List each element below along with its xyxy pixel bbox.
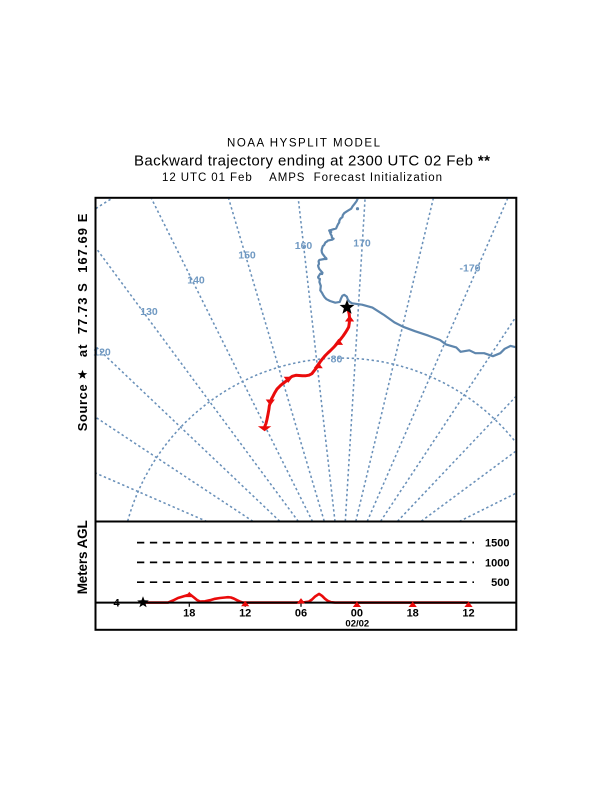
svg-text:Source: Source <box>75 384 90 431</box>
svg-text:NOAA HYSPLIT MODEL: NOAA HYSPLIT MODEL <box>227 138 381 150</box>
svg-text:160: 160 <box>295 240 313 252</box>
svg-text:150: 150 <box>238 250 256 262</box>
svg-text:18: 18 <box>183 608 195 620</box>
svg-text:1500: 1500 <box>485 538 509 550</box>
svg-text:80: 80 <box>331 353 343 365</box>
svg-text:12 UTC 01 Feb AMPS Forecas: 12 UTC 01 Feb AMPS Forecast Initializati… <box>162 172 442 184</box>
svg-text:170: 170 <box>353 237 371 249</box>
svg-text:130: 130 <box>140 306 158 318</box>
svg-text:12: 12 <box>462 608 474 620</box>
svg-text:Meters AGL: Meters AGL <box>75 520 90 594</box>
svg-text:500: 500 <box>491 577 509 589</box>
svg-text:at 77.73 S 167.69 E: at 77.73 S 167.69 E <box>75 213 90 357</box>
svg-text:-170: -170 <box>459 263 480 275</box>
svg-text:4: 4 <box>113 597 120 609</box>
svg-text:12: 12 <box>239 608 251 620</box>
svg-text:Backward trajectory ending at: Backward trajectory ending at 2300 UTC 0… <box>134 152 490 169</box>
svg-text:18: 18 <box>407 608 419 620</box>
svg-text:02/02: 02/02 <box>345 618 369 629</box>
svg-text:06: 06 <box>295 608 307 620</box>
svg-text:140: 140 <box>187 275 205 287</box>
svg-text:1000: 1000 <box>485 557 509 569</box>
